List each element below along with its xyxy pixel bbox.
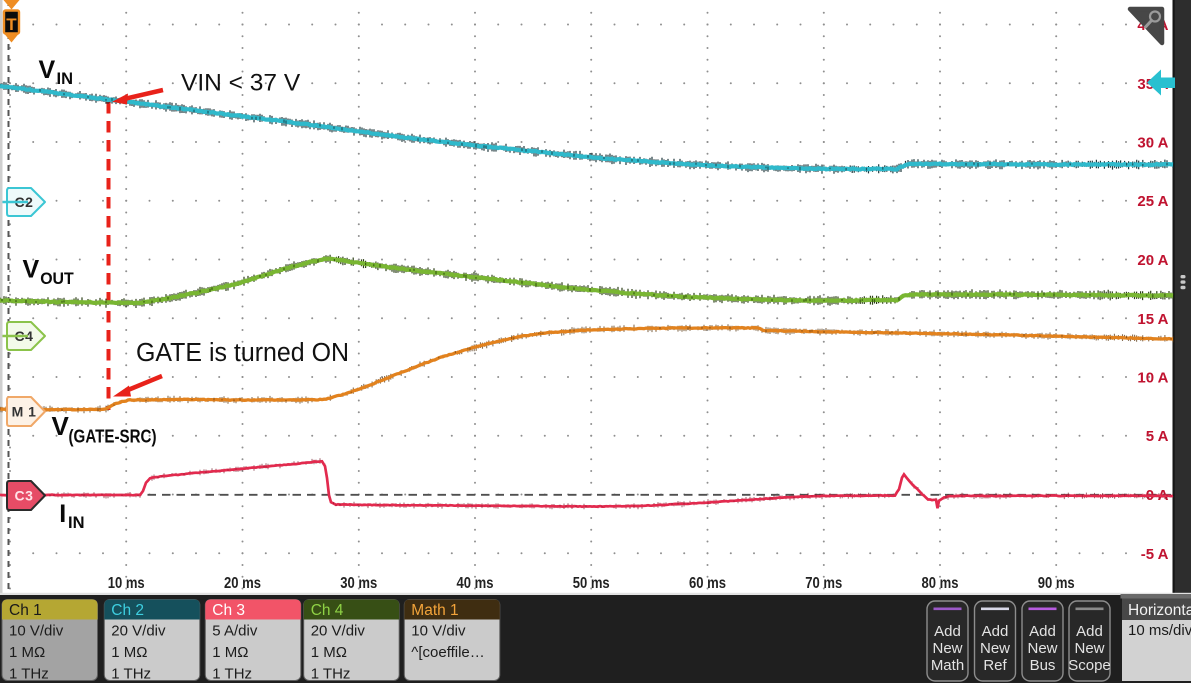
svg-text:1 MΩ: 1 MΩ — [212, 644, 248, 661]
svg-text:V: V — [52, 411, 70, 441]
svg-text:GATE is turned ON: GATE is turned ON — [136, 339, 349, 367]
svg-text:20 V/div: 20 V/div — [111, 623, 166, 640]
svg-text:-5 A: -5 A — [1141, 546, 1169, 563]
svg-text:40 ms: 40 ms — [457, 575, 494, 592]
svg-text:Math 1: Math 1 — [411, 602, 458, 619]
svg-text:Ref: Ref — [983, 657, 1007, 674]
svg-text:80 ms: 80 ms — [922, 575, 959, 592]
svg-text:20 V/div: 20 V/div — [311, 623, 366, 640]
svg-text:1 THz: 1 THz — [212, 666, 252, 683]
svg-text:V: V — [23, 256, 40, 284]
svg-text:C3: C3 — [15, 488, 34, 504]
svg-text:10 V/div: 10 V/div — [411, 623, 466, 640]
svg-text:^[coeffile…: ^[coeffile… — [411, 644, 484, 661]
svg-text:Math: Math — [931, 657, 964, 674]
svg-text:1 MΩ: 1 MΩ — [9, 644, 45, 661]
svg-text:90 ms: 90 ms — [1038, 575, 1075, 592]
svg-text:10 V/div: 10 V/div — [9, 623, 64, 640]
svg-text:10 ms: 10 ms — [108, 575, 145, 592]
svg-text:30 A: 30 A — [1137, 135, 1168, 152]
svg-text:Scope: Scope — [1068, 657, 1111, 674]
svg-text:10 A: 10 A — [1137, 370, 1168, 387]
svg-text:5 A: 5 A — [1146, 428, 1169, 445]
svg-text:New: New — [1027, 640, 1057, 657]
svg-text:Ch 1: Ch 1 — [9, 602, 42, 619]
svg-text:VIN < 37 V: VIN < 37 V — [181, 70, 301, 97]
svg-text:70 ms: 70 ms — [805, 575, 842, 592]
svg-text:1 THz: 1 THz — [311, 666, 351, 683]
svg-text:(GATE-SRC): (GATE-SRC) — [69, 427, 157, 447]
svg-text:1 MΩ: 1 MΩ — [311, 644, 347, 661]
svg-text:1 THz: 1 THz — [9, 666, 49, 683]
svg-text:20 A: 20 A — [1137, 252, 1168, 269]
svg-text:Add: Add — [982, 623, 1009, 640]
svg-text:T: T — [6, 15, 17, 34]
svg-text:V: V — [39, 56, 56, 84]
svg-text:50 ms: 50 ms — [573, 575, 610, 592]
svg-text:Add: Add — [1029, 623, 1056, 640]
svg-text:1 MΩ: 1 MΩ — [111, 644, 147, 661]
svg-text:60 ms: 60 ms — [689, 575, 726, 592]
svg-text:Ch 2: Ch 2 — [111, 602, 144, 619]
svg-text:I: I — [59, 500, 66, 528]
svg-text:25 A: 25 A — [1137, 193, 1168, 210]
svg-text:10 ms/div: 10 ms/div — [1128, 622, 1191, 639]
svg-text:Horizontal: Horizontal — [1128, 602, 1191, 619]
svg-text:Ch 4: Ch 4 — [311, 602, 344, 619]
svg-text:M 1: M 1 — [12, 404, 37, 420]
svg-text:5 A/div: 5 A/div — [212, 623, 258, 640]
svg-text:Bus: Bus — [1030, 657, 1056, 674]
svg-text:Add: Add — [1076, 623, 1103, 640]
svg-text:New: New — [1074, 640, 1104, 657]
svg-text:IN: IN — [68, 514, 85, 532]
svg-text:20 ms: 20 ms — [224, 575, 261, 592]
svg-text:Ch 3: Ch 3 — [212, 602, 245, 619]
svg-text:IN: IN — [57, 70, 74, 88]
svg-text:New: New — [980, 640, 1010, 657]
svg-text:Add: Add — [934, 623, 961, 640]
svg-text:15 A: 15 A — [1137, 311, 1168, 328]
svg-text:OUT: OUT — [40, 269, 74, 288]
svg-text:1 THz: 1 THz — [111, 666, 151, 683]
svg-text:30 ms: 30 ms — [340, 575, 377, 592]
svg-text:New: New — [932, 640, 962, 657]
